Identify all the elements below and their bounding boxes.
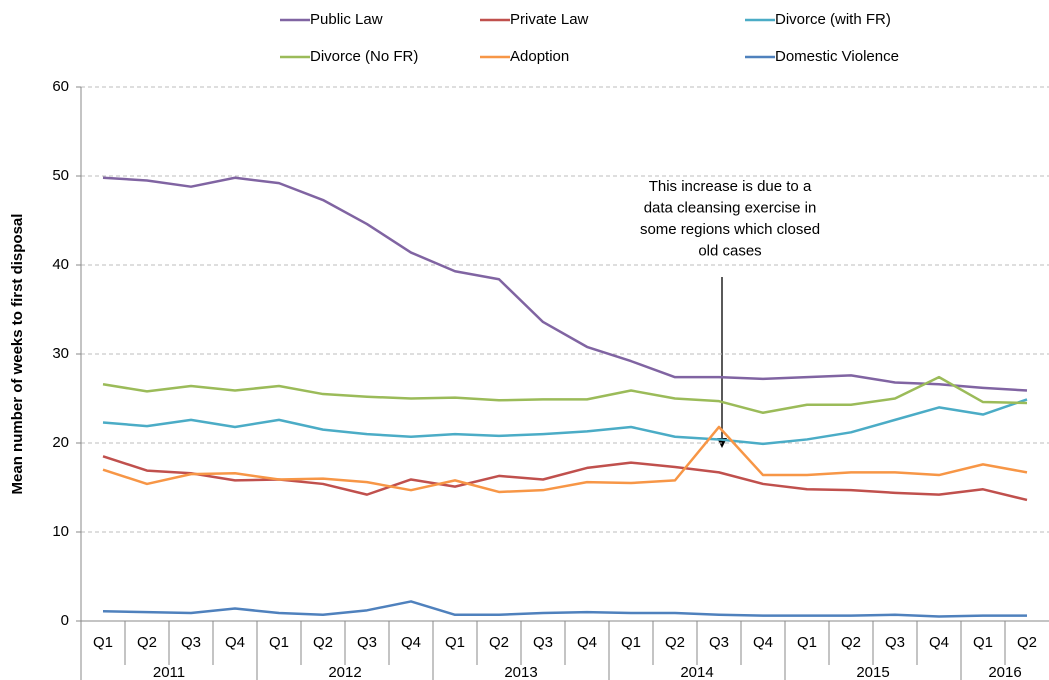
x-tick-label: Q1 bbox=[973, 634, 993, 651]
x-tick-label: Q1 bbox=[445, 634, 465, 651]
y-tick-label: 30 bbox=[52, 345, 69, 362]
y-tick-label: 20 bbox=[52, 434, 69, 451]
x-tick-label: Q2 bbox=[489, 634, 509, 651]
legend-label: Divorce (No FR) bbox=[310, 48, 418, 65]
x-tick-label: Q1 bbox=[621, 634, 641, 651]
annotation-text: This increase is due to a bbox=[649, 178, 812, 195]
x-tick-label: Q3 bbox=[885, 634, 905, 651]
x-tick-label: Q3 bbox=[357, 634, 377, 651]
x-tick-label: Q2 bbox=[841, 634, 861, 651]
legend-label: Domestic Violence bbox=[775, 48, 899, 65]
year-label: 2012 bbox=[328, 664, 361, 680]
x-tick-label: Q3 bbox=[181, 634, 201, 651]
year-label: 2015 bbox=[856, 664, 889, 680]
y-tick-label: 40 bbox=[52, 256, 69, 273]
y-axis-label: Mean number of weeks to first disposal bbox=[9, 214, 26, 495]
series-line bbox=[102, 398, 1028, 446]
annotation-text: old cases bbox=[698, 242, 761, 259]
series-line bbox=[102, 600, 1027, 618]
legend-label: Private Law bbox=[510, 11, 589, 28]
legend-label: Public Law bbox=[310, 11, 383, 28]
year-label: 2013 bbox=[504, 664, 537, 680]
x-tick-label: Q4 bbox=[577, 634, 597, 651]
y-tick-label: 0 bbox=[61, 612, 69, 629]
x-tick-label: Q2 bbox=[137, 634, 157, 651]
x-tick-label: Q4 bbox=[401, 634, 421, 651]
x-tick-label: Q1 bbox=[797, 634, 817, 651]
x-tick-label: Q4 bbox=[225, 634, 245, 651]
y-tick-label: 50 bbox=[52, 167, 69, 184]
series-line bbox=[102, 455, 1028, 502]
y-tick-label: 10 bbox=[52, 523, 69, 540]
annotation-text: some regions which closed bbox=[640, 221, 820, 238]
x-tick-label: Q3 bbox=[709, 634, 729, 651]
series-line bbox=[102, 375, 1028, 414]
year-label: 2014 bbox=[680, 664, 713, 680]
legend-label: Divorce (with FR) bbox=[775, 11, 891, 28]
x-tick-label: Q4 bbox=[753, 634, 773, 651]
x-tick-label: Q2 bbox=[1017, 634, 1037, 651]
legend-label: Adoption bbox=[510, 48, 569, 65]
x-tick-label: Q4 bbox=[929, 634, 949, 651]
year-label: 2016 bbox=[988, 664, 1021, 680]
x-tick-label: Q3 bbox=[533, 634, 553, 651]
x-tick-label: Q1 bbox=[269, 634, 289, 651]
year-label: 2011 bbox=[153, 664, 185, 680]
x-tick-label: Q2 bbox=[665, 634, 685, 651]
series-line bbox=[102, 425, 1028, 494]
annotation-text: data cleansing exercise in bbox=[644, 199, 817, 216]
x-tick-label: Q2 bbox=[313, 634, 333, 651]
series-line bbox=[102, 176, 1028, 392]
x-tick-label: Q1 bbox=[93, 634, 113, 651]
y-tick-label: 60 bbox=[52, 78, 69, 95]
